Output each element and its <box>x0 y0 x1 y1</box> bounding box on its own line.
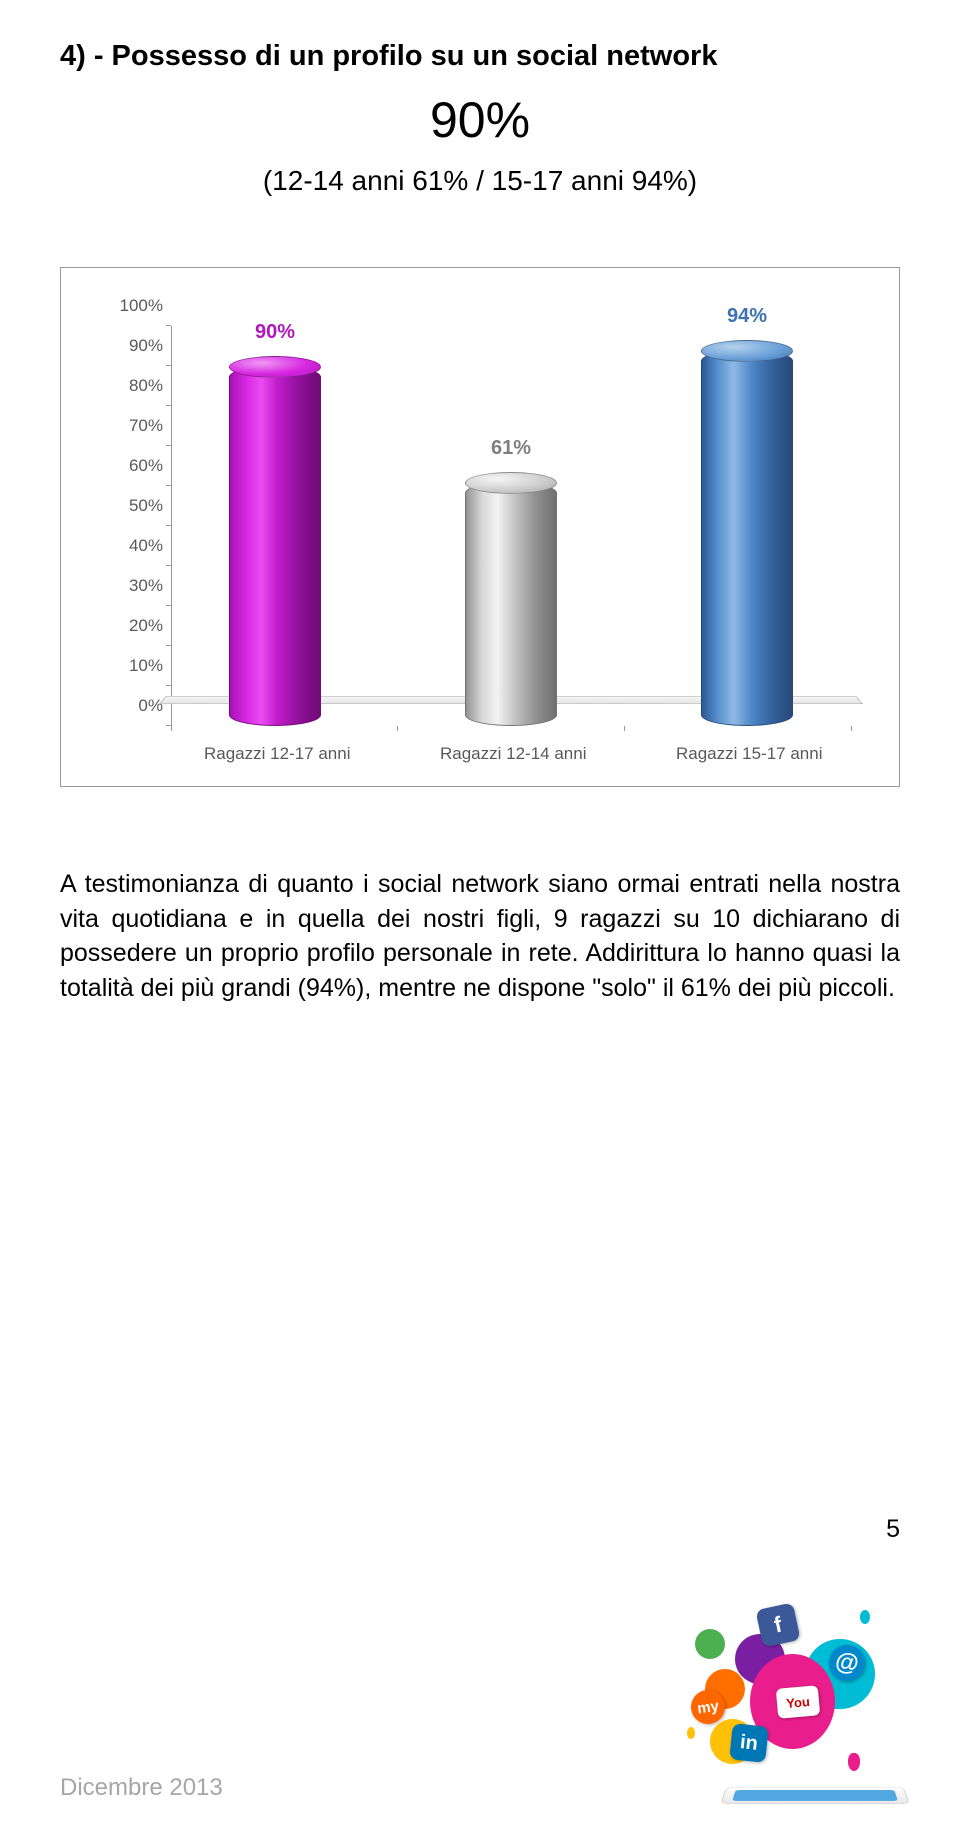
section-title: 4) - Possesso di un profilo su un social… <box>60 40 900 73</box>
headline-percent: 90% <box>60 91 900 149</box>
y-tick-mark <box>166 685 171 686</box>
social-splash-graphic: f @ You my in <box>650 1574 910 1804</box>
y-tick-label: 70% <box>103 416 163 436</box>
page-number: 5 <box>886 1515 900 1544</box>
chart-plot-area: 0% 10% 20% 30% 40% 50% 60% 70% 80% 90% 1… <box>171 326 851 726</box>
x-tick-mark <box>171 726 172 731</box>
color-burst: f @ You my in <box>675 1579 875 1779</box>
y-tick-label: 90% <box>103 336 163 356</box>
x-tick-mark <box>851 726 852 731</box>
analysis-paragraph: A testimonianza di quanto i social netwo… <box>60 867 900 1005</box>
linkedin-icon: in <box>729 1723 769 1763</box>
bar-ragazzi-12-14 <box>465 482 557 726</box>
y-tick-mark <box>166 605 171 606</box>
y-tick-label: 20% <box>103 616 163 636</box>
y-tick-label: 30% <box>103 576 163 596</box>
bar-ragazzi-15-17 <box>701 350 793 726</box>
x-tick-mark <box>397 726 398 731</box>
bar-ragazzi-12-17 <box>229 366 321 726</box>
subtitle-breakdown: (12-14 anni 61% / 15-17 anni 94%) <box>60 165 900 197</box>
bar-value-label: 94% <box>701 305 793 328</box>
x-tick-mark <box>624 726 625 731</box>
cylinder-bar-chart: 0% 10% 20% 30% 40% 50% 60% 70% 80% 90% 1… <box>60 267 900 787</box>
youtube-icon: You <box>776 1685 820 1719</box>
y-tick-mark <box>166 565 171 566</box>
y-tick-mark <box>166 325 171 326</box>
y-tick-label: 40% <box>103 536 163 556</box>
y-tick-mark <box>166 525 171 526</box>
y-tick-label: 10% <box>103 656 163 676</box>
y-tick-label: 50% <box>103 496 163 516</box>
y-tick-label: 100% <box>103 296 163 316</box>
y-tick-label: 0% <box>103 696 163 716</box>
y-axis-line <box>171 326 172 726</box>
y-tick-mark <box>166 365 171 366</box>
y-tick-label: 60% <box>103 456 163 476</box>
y-tick-mark <box>166 405 171 406</box>
y-tick-mark <box>166 645 171 646</box>
y-tick-label: 80% <box>103 376 163 396</box>
x-category-label: Ragazzi 12-14 anni <box>440 744 586 764</box>
bar-value-label: 90% <box>229 321 321 344</box>
y-tick-mark <box>166 485 171 486</box>
x-category-label: Ragazzi 15-17 anni <box>676 744 822 764</box>
tablet-icon <box>720 1787 910 1804</box>
footer-date: Dicembre 2013 <box>60 1774 223 1802</box>
facebook-icon: f <box>755 1602 800 1647</box>
y-tick-mark <box>166 445 171 446</box>
bar-value-label: 61% <box>465 437 557 460</box>
x-category-label: Ragazzi 12-17 anni <box>204 744 350 764</box>
